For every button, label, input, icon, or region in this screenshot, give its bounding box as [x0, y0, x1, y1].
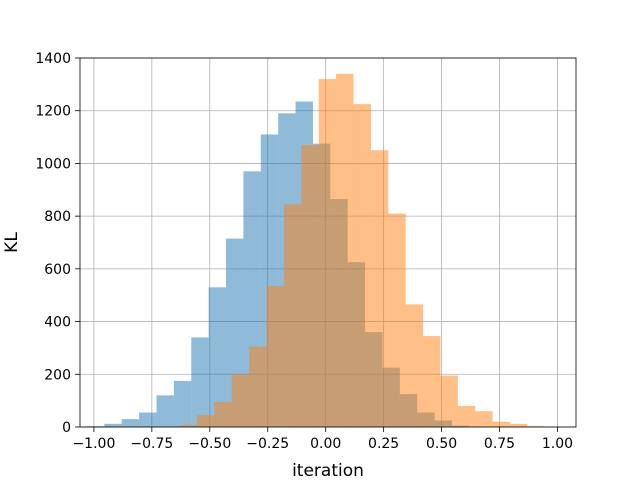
- histogram-bar: [301, 144, 319, 427]
- histogram-bar: [283, 204, 302, 427]
- y-tick-label: 1400: [35, 51, 71, 67]
- y-tick-label: 1200: [35, 104, 71, 120]
- histogram-bar: [156, 395, 174, 427]
- histogram-bar: [231, 374, 250, 427]
- x-tick-label: −0.50: [188, 436, 231, 452]
- histogram-bar: [197, 415, 215, 427]
- histogram-bar: [336, 73, 354, 428]
- histogram-bar: [405, 304, 424, 427]
- y-tick-label: 1000: [35, 156, 71, 172]
- histogram-bar: [318, 79, 337, 427]
- x-tick-label: 0.00: [310, 436, 341, 452]
- histogram-bar: [423, 336, 441, 427]
- y-tick-label: 400: [44, 315, 71, 331]
- histogram-bar: [457, 405, 476, 427]
- y-axis-ticks: 0 200 400 600 800 1000 1200 1400: [35, 51, 80, 436]
- x-tick-label: 0.50: [426, 436, 457, 452]
- histogram-bar: [214, 401, 232, 427]
- x-tick-label: −0.25: [246, 436, 289, 452]
- y-tick-label: 600: [44, 262, 71, 278]
- histogram-bar: [475, 411, 493, 427]
- x-tick-label: −0.75: [130, 436, 173, 452]
- histogram-bar: [249, 346, 267, 427]
- histogram-bar: [388, 213, 406, 427]
- histogram-bar: [266, 285, 284, 427]
- x-tick-label: −1.00: [72, 436, 115, 452]
- histogram-bar: [208, 287, 227, 427]
- histogram-bar: [104, 423, 122, 427]
- y-axis-label: KL: [2, 232, 22, 253]
- histogram-bar: [370, 150, 389, 427]
- histogram-bar: [179, 424, 198, 427]
- bars: [86, 73, 545, 428]
- histogram-bar: [492, 421, 510, 427]
- histogram-bar: [191, 337, 209, 427]
- histogram-bar: [121, 419, 140, 427]
- histogram-bar: [173, 380, 192, 427]
- histogram-bar: [139, 412, 157, 427]
- x-tick-label: 1.00: [542, 436, 573, 452]
- x-tick-label: 0.75: [484, 436, 515, 452]
- series-2: [179, 73, 545, 428]
- x-axis-ticks: −1.00 −0.75 −0.50 −0.25 0.00 0.25 0.50 0.75 1.00: [72, 427, 573, 452]
- axes-frame: [79, 57, 577, 428]
- x-tick-label: 0.25: [368, 436, 399, 452]
- y-tick-label: 0: [62, 420, 71, 436]
- y-tick-label: 800: [44, 209, 71, 225]
- x-axis-label: iteration: [292, 461, 364, 480]
- histogram-bar: [440, 375, 458, 427]
- histogram-bar: [353, 104, 371, 427]
- histogram-bar: [509, 423, 528, 427]
- y-tick-label: 200: [44, 367, 71, 383]
